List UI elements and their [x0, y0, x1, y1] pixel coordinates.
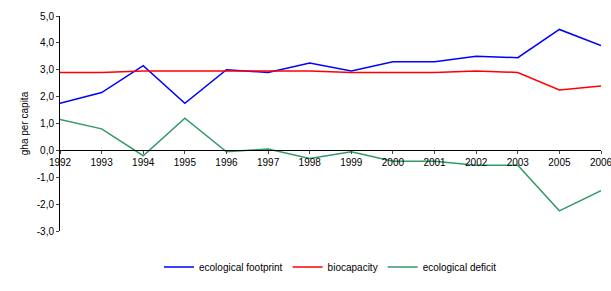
- svg-text:-3,0: -3,0: [37, 226, 55, 237]
- svg-text:2002: 2002: [465, 157, 488, 168]
- svg-text:0,0: 0,0: [40, 145, 54, 156]
- svg-text:2,0: 2,0: [40, 91, 54, 102]
- svg-text:biocapacity: biocapacity: [328, 262, 378, 273]
- svg-text:1992: 1992: [49, 157, 72, 168]
- svg-text:1994: 1994: [132, 157, 155, 168]
- svg-text:5,0: 5,0: [40, 11, 54, 22]
- svg-text:1997: 1997: [257, 157, 280, 168]
- svg-text:1998: 1998: [299, 157, 322, 168]
- svg-text:1999: 1999: [340, 157, 363, 168]
- svg-text:2001: 2001: [423, 157, 446, 168]
- svg-text:4,0: 4,0: [40, 37, 54, 48]
- svg-text:3,0: 3,0: [40, 64, 54, 75]
- svg-text:gha per capita: gha per capita: [19, 91, 30, 155]
- svg-text:2006: 2006: [590, 157, 611, 168]
- svg-text:ecological footprint: ecological footprint: [199, 262, 283, 273]
- svg-text:1996: 1996: [215, 157, 238, 168]
- svg-text:-2,0: -2,0: [37, 199, 55, 210]
- svg-text:-1,0: -1,0: [37, 172, 55, 183]
- svg-text:2000: 2000: [382, 157, 405, 168]
- svg-text:2003: 2003: [507, 157, 530, 168]
- svg-text:1,0: 1,0: [40, 118, 54, 129]
- svg-text:1993: 1993: [90, 157, 113, 168]
- svg-text:ecological deficit: ecological deficit: [423, 262, 497, 273]
- svg-text:1995: 1995: [174, 157, 197, 168]
- svg-text:2005: 2005: [548, 157, 571, 168]
